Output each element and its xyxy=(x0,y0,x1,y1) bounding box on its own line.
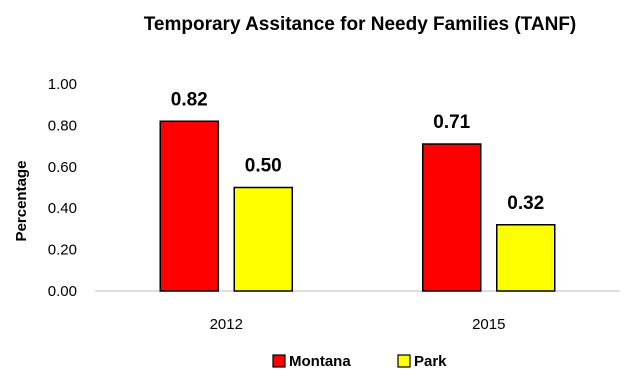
bar-montana-2012 xyxy=(159,120,219,292)
data-label: 0.32 xyxy=(507,193,544,214)
legend: Montana Park xyxy=(272,353,447,370)
bars: 0.82 0.50 0.71 0.32 xyxy=(159,89,556,292)
legend-swatch-park xyxy=(397,354,411,368)
y-axis: 0.00 0.20 0.40 0.60 0.80 1.00 xyxy=(48,76,77,300)
y-tick-label: 0.60 xyxy=(48,159,77,176)
y-tick-label: 0.80 xyxy=(48,117,77,134)
x-tick-label: 2015 xyxy=(472,316,505,333)
bar-montana-2015 xyxy=(422,143,482,292)
y-tick-label: 0.40 xyxy=(48,200,77,217)
data-label: 0.82 xyxy=(171,89,208,110)
y-tick-label: 0.20 xyxy=(48,242,77,259)
y-axis-label: Percentage xyxy=(13,161,30,242)
x-tick-label: 2012 xyxy=(210,316,243,333)
legend-label-montana: Montana xyxy=(289,353,351,370)
legend-swatch-montana xyxy=(272,354,286,368)
bar-park-2015 xyxy=(496,224,556,292)
chart-title: Temporary Assitance for Needy Families (… xyxy=(144,14,577,35)
y-tick-label: 1.00 xyxy=(48,76,77,93)
data-label: 0.71 xyxy=(433,112,470,133)
x-axis: 2012 2015 xyxy=(210,316,506,333)
bar-park-2012 xyxy=(233,186,293,292)
legend-label-park: Park xyxy=(414,353,447,370)
data-label: 0.50 xyxy=(245,156,282,177)
y-tick-label: 0.00 xyxy=(48,283,77,300)
